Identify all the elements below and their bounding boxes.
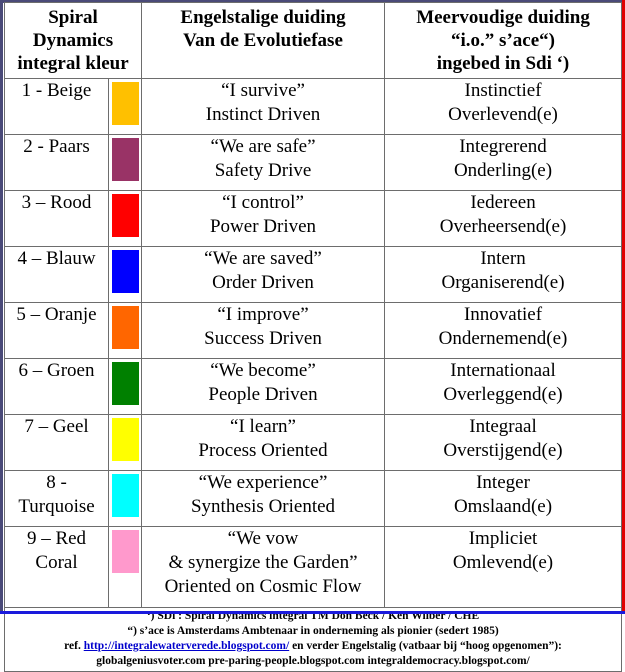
- color-swatch: [112, 306, 139, 349]
- bottom-edge-bar: [0, 611, 625, 614]
- table-row: 3 – Rood “I control” Power Driven Iedereen O…: [4, 190, 623, 247]
- level-name: 1 - Beige: [4, 78, 109, 135]
- header-row: Spiral Dynamics integral kleur Engelstal…: [3, 2, 623, 79]
- color-swatch-cell: [107, 190, 143, 247]
- english-meaning: “We become” People Driven: [141, 358, 386, 415]
- footer-row: ‘) SDi : Spiral Dynamics integral TM Don…: [3, 607, 623, 672]
- english-meaning: “I survive” Instinct Driven: [141, 78, 386, 135]
- dutch-meaning: Integer Omslaand(e): [384, 470, 623, 527]
- level-name: 5 – Oranje: [4, 302, 109, 359]
- english-meaning: “We experience” Synthesis Oriented: [141, 470, 386, 527]
- color-swatch-cell: [107, 470, 143, 527]
- dutch-meaning: Impliciet Omlevend(e): [384, 526, 623, 608]
- english-meaning: “We are safe” Safety Drive: [141, 134, 386, 191]
- color-swatch-cell: [107, 358, 143, 415]
- dutch-meaning: Iedereen Overheersend(e): [384, 190, 623, 247]
- english-meaning: “We are saved” Order Driven: [141, 246, 386, 303]
- level-name: 8 - Turquoise: [4, 470, 109, 527]
- color-swatch: [112, 138, 139, 181]
- footnote-sites: globalgeniusvoter.com pre-paring-people.…: [96, 655, 530, 667]
- blog-link[interactable]: http://integralewaterverede.blogspot.com…: [83, 640, 290, 652]
- level-name: 4 – Blauw: [4, 246, 109, 303]
- color-swatch: [112, 82, 139, 125]
- level-name: 7 – Geel: [4, 414, 109, 471]
- english-meaning: “We vow & synergize the Garden” Oriented o…: [141, 526, 386, 608]
- right-edge-bar: [622, 0, 625, 614]
- dutch-meaning: Instinctief Overlevend(e): [384, 78, 623, 135]
- table-row: 4 – Blauw “We are saved” Order Driven Inter…: [4, 246, 623, 303]
- color-swatch: [112, 530, 139, 573]
- english-meaning: “I control” Power Driven: [141, 190, 386, 247]
- table-row: 6 – Groen “We become” People Driven Interna…: [4, 358, 623, 415]
- color-swatch-cell: [107, 302, 143, 359]
- color-swatch: [112, 250, 139, 293]
- dutch-meaning: Internationaal Overleggend(e): [384, 358, 623, 415]
- color-swatch-cell: [107, 246, 143, 303]
- dutch-meaning: Innovatief Ondernemend(e): [384, 302, 623, 359]
- header-color-name: Spiral Dynamics integral kleur: [3, 2, 143, 79]
- color-swatch-cell: [107, 134, 143, 191]
- table-row: 7 – Geel “I learn” Process Oriented Integra…: [4, 414, 623, 471]
- color-swatch: [112, 194, 139, 237]
- dutch-meaning: Integrerend Onderling(e): [384, 134, 623, 191]
- header-dutch: Meervoudige duiding “i.o.” s’ace“) ingeb…: [384, 2, 623, 79]
- table-row: 1 - Beige “I survive” Instinct Driven Insti…: [4, 78, 623, 135]
- spiral-dynamics-table: Spiral Dynamics integral kleur Engelstal…: [3, 2, 623, 672]
- english-meaning: “I improve” Success Driven: [141, 302, 386, 359]
- color-swatch-cell: [107, 526, 143, 608]
- header-english: Engelstalige duiding Van de Evolutiefase: [141, 2, 386, 79]
- table-row: 8 - Turquoise “We experience” Synthesis Ori…: [4, 470, 623, 527]
- color-swatch-cell: [107, 78, 143, 135]
- table-row: 9 – Red Coral “We vow & synergize the Garde…: [4, 526, 623, 608]
- dutch-meaning: Intern Organiserend(e): [384, 246, 623, 303]
- table-row: 2 - Paars “We are safe” Safety Drive Integr…: [4, 134, 623, 191]
- level-name: 9 – Red Coral: [4, 526, 109, 608]
- color-swatch: [112, 474, 139, 517]
- level-name: 6 – Groen: [4, 358, 109, 415]
- page-frame: [0, 0, 625, 614]
- table-row: 5 – Oranje “I improve” Success Driven Innov…: [4, 302, 623, 359]
- dutch-meaning: Integraal Overstijgend(e): [384, 414, 623, 471]
- footnote-sace: “) s’ace is Amsterdams Ambtenaar in onde…: [127, 625, 499, 637]
- english-meaning: “I learn” Process Oriented: [141, 414, 386, 471]
- footer-notes: ‘) SDi : Spiral Dynamics integral TM Don…: [3, 607, 623, 672]
- footnote-ref: ref. http://integralewaterverede.blogspo…: [64, 640, 562, 652]
- color-swatch-cell: [107, 414, 143, 471]
- color-swatch: [112, 362, 139, 405]
- color-swatch: [112, 418, 139, 461]
- level-name: 3 – Rood: [4, 190, 109, 247]
- level-name: 2 - Paars: [4, 134, 109, 191]
